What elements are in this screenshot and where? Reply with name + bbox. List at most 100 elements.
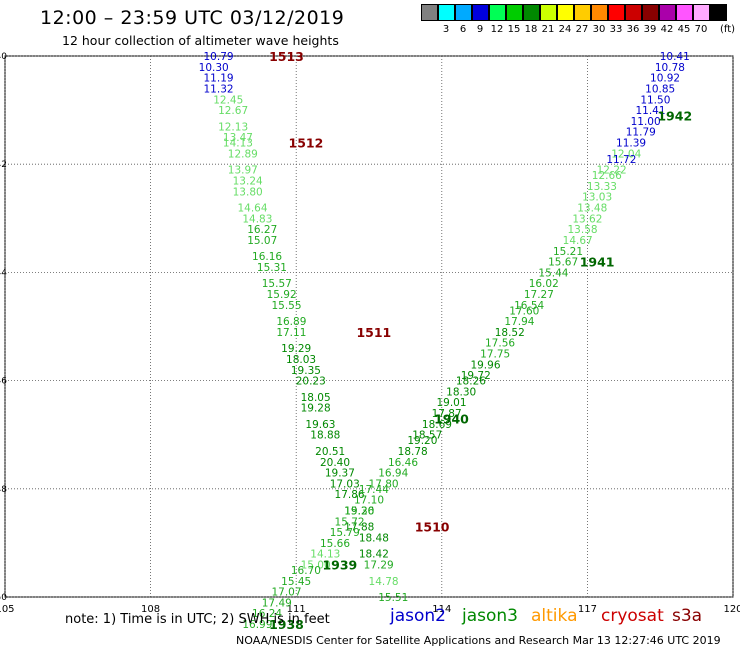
- satellite-label-jason3: jason3: [462, 606, 518, 626]
- swh-value-label: 15.51: [378, 592, 408, 604]
- swh-value-label: 19.35: [291, 365, 321, 377]
- chart-title: 12:00 – 23:59 UTC 03/12/2019: [40, 7, 345, 29]
- swh-value-label: 20.40: [320, 457, 350, 469]
- pass-time-label: 1512: [289, 136, 324, 151]
- swh-value-label: 17.07: [271, 587, 301, 599]
- swh-value-label: 17.49: [262, 597, 292, 609]
- colorbar-label: 27: [575, 24, 589, 35]
- swh-value-label: 19.20: [344, 505, 374, 517]
- swh-value-label: 18.52: [495, 327, 525, 339]
- swh-value-label: 16.54: [514, 300, 544, 312]
- colorbar-swatch: [540, 4, 557, 21]
- x-tick-label: 114: [432, 604, 451, 615]
- colorbar-label: 30: [592, 24, 606, 35]
- y-tick-label: -44: [0, 268, 7, 278]
- pass-time-label: 1938: [269, 617, 304, 632]
- colorbar-label: 33: [609, 24, 623, 35]
- swh-value-label: 13.47: [223, 132, 253, 144]
- y-tick-label: -46: [0, 377, 7, 387]
- swh-value-label: 13.48: [577, 202, 607, 214]
- colorbar-swatch: [472, 4, 489, 21]
- swh-value-label: 15.72: [335, 516, 365, 528]
- swh-value-label: 19.37: [325, 468, 355, 480]
- colorbar-swatch: [557, 4, 574, 21]
- swh-value-label: 11.19: [204, 73, 234, 85]
- swh-value-label: 15.21: [553, 246, 583, 258]
- swh-value-label: 10.78: [655, 62, 685, 74]
- swh-value-label: 17.10: [354, 495, 384, 507]
- swh-value-label: 17.11: [276, 327, 306, 339]
- colorbar-label: 70: [694, 24, 708, 35]
- swh-value-label: 10.79: [204, 51, 234, 63]
- satellite-label-s3a: s3a: [672, 606, 703, 626]
- swh-value-label: 11.72: [606, 154, 636, 166]
- colorbar-swatch: [710, 4, 727, 21]
- colorbar-swatch: [574, 4, 591, 21]
- swh-value-label: 15.66: [320, 538, 350, 550]
- colorbar-label: 3: [442, 24, 450, 35]
- swh-value-label: 19.01: [436, 397, 466, 409]
- satellite-label-jason2: jason2: [390, 606, 446, 626]
- swh-value-label: 12.45: [213, 94, 243, 106]
- swh-value-label: 10.30: [199, 62, 229, 74]
- swh-value-label: 18.57: [412, 430, 442, 442]
- swh-value-label: 18.05: [301, 392, 331, 404]
- swh-value-label: 13.33: [587, 181, 617, 193]
- colorbar-label: 18: [524, 24, 538, 35]
- colorbar-swatch: [489, 4, 506, 21]
- swh-value-label: 17.44: [359, 484, 389, 496]
- colorbar-label: 24: [558, 24, 572, 35]
- colorbar-label: 45: [677, 24, 691, 35]
- pass-time-label: 1941: [580, 255, 615, 270]
- x-tick-label: 117: [578, 604, 597, 615]
- swh-value-label: 13.97: [228, 165, 258, 177]
- x-tick-label: 120: [723, 604, 740, 615]
- swh-value-label: 14.83: [242, 213, 272, 225]
- satellite-label-cryosat: cryosat: [601, 606, 664, 626]
- swh-value-label: 14.67: [563, 235, 593, 247]
- swh-value-label: 19.20: [407, 435, 437, 447]
- swh-value-label: 11.39: [616, 138, 646, 150]
- swh-value-label: 17.80: [369, 478, 399, 490]
- swh-value-label: 11.00: [631, 116, 661, 128]
- x-tick-label: 111: [287, 604, 306, 615]
- satellite-label-altika: altika: [531, 606, 578, 626]
- swh-value-label: 15.45: [281, 576, 311, 588]
- swh-value-label: 15.55: [271, 300, 301, 312]
- swh-value-label: 15.36: [344, 505, 374, 517]
- swh-value-label: 17.87: [432, 408, 462, 420]
- swh-value-label: 17.75: [480, 349, 510, 361]
- swh-value-label: 12.22: [597, 165, 627, 177]
- colorbar-label: 12: [490, 24, 504, 35]
- swh-value-label: 15.67: [548, 257, 578, 269]
- swh-value-label: 16.16: [252, 251, 282, 263]
- colorbar-swatch: [506, 4, 523, 21]
- swh-value-label: 18.48: [359, 532, 389, 544]
- swh-value-label: 14.64: [237, 202, 267, 214]
- swh-value-label: 17.29: [364, 560, 394, 572]
- swh-value-label: 13.80: [233, 186, 263, 198]
- swh-value-label: 11.32: [204, 83, 234, 95]
- swh-value-label: 19.72: [461, 370, 491, 382]
- y-tick-label: -42: [0, 160, 7, 170]
- swh-value-label: 15.31: [257, 262, 287, 274]
- swh-value-label: 18.26: [456, 376, 486, 388]
- y-tick-label: -50: [0, 593, 7, 603]
- swh-value-label: 13.62: [572, 213, 602, 225]
- colorbar-swatch: [523, 4, 540, 21]
- colorbar-label: 21: [541, 24, 555, 35]
- swh-value-label: 15.00: [301, 560, 331, 572]
- swh-value-label: 13.58: [568, 224, 598, 236]
- swh-value-label: 12.66: [592, 170, 622, 182]
- swh-value-label: 20.23: [296, 376, 326, 388]
- colorbar-swatch: [642, 4, 659, 21]
- swh-value-label: 16.89: [276, 316, 306, 328]
- footer-credit: NOAA/NESDIS Center for Satellite Applica…: [236, 634, 721, 647]
- x-tick-label: 108: [141, 604, 160, 615]
- swh-value-label: 14.13: [223, 138, 253, 150]
- swh-value-label: 13.24: [233, 175, 263, 187]
- swh-value-label: 12.04: [611, 148, 641, 160]
- colorbar-swatch: [438, 4, 455, 21]
- swh-value-label: 18.42: [359, 549, 389, 561]
